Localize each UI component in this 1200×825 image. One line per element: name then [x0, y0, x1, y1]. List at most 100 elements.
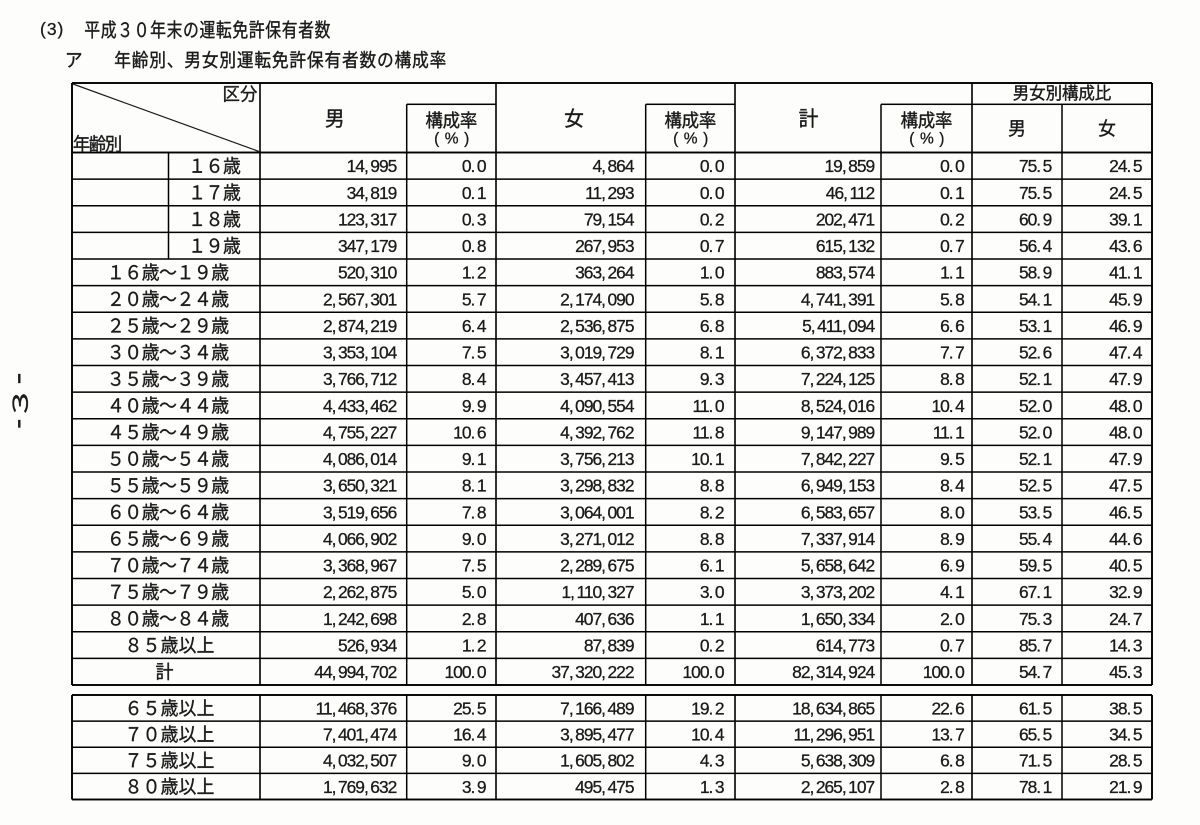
svg-text:75. 3: 75. 3: [1019, 609, 1052, 629]
svg-text:3, 368, 967: 3, 368, 967: [323, 556, 397, 576]
svg-text:11, 296, 951: 11, 296, 951: [793, 725, 874, 745]
svg-text:24. 5: 24. 5: [1109, 183, 1142, 203]
svg-text:16. 4: 16. 4: [453, 725, 487, 745]
svg-text:78. 1: 78. 1: [1019, 777, 1052, 797]
svg-text:1, 605, 802: 1, 605, 802: [560, 751, 634, 771]
svg-text:7, 166, 489: 7, 166, 489: [560, 698, 634, 718]
svg-text:3, 756, 213: 3, 756, 213: [560, 449, 634, 469]
svg-text:9. 0: 9. 0: [462, 751, 486, 771]
svg-text:6. 9: 6. 9: [940, 556, 964, 576]
svg-text:3, 650, 321: 3, 650, 321: [323, 476, 397, 496]
svg-text:7. 7: 7. 7: [940, 343, 964, 363]
svg-text:47. 9: 47. 9: [1109, 369, 1142, 389]
svg-text:363, 264: 363, 264: [575, 263, 635, 283]
svg-text:4, 086, 014: 4, 086, 014: [323, 449, 398, 469]
svg-text:2, 536, 875: 2, 536, 875: [560, 316, 634, 336]
svg-text:0. 3: 0. 3: [462, 209, 486, 229]
svg-text:4, 066, 902: 4, 066, 902: [323, 529, 397, 549]
svg-text:0. 2: 0. 2: [700, 209, 724, 229]
svg-text:6. 6: 6. 6: [940, 316, 964, 336]
svg-text:21. 9: 21. 9: [1109, 777, 1142, 797]
svg-text:100. 0: 100. 0: [923, 662, 964, 682]
svg-text:61. 5: 61. 5: [1019, 698, 1052, 718]
svg-text:0. 1: 0. 1: [462, 183, 486, 203]
svg-text:54. 1: 54. 1: [1019, 289, 1052, 309]
svg-text:9. 0: 9. 0: [462, 529, 486, 549]
svg-text:55. 4: 55. 4: [1019, 529, 1053, 549]
svg-text:10. 6: 10. 6: [453, 422, 486, 442]
svg-text:75. 5: 75. 5: [1019, 156, 1052, 176]
svg-text:10. 4: 10. 4: [691, 725, 725, 745]
svg-text:9. 9: 9. 9: [462, 396, 486, 416]
svg-text:4, 392, 762: 4, 392, 762: [560, 422, 634, 442]
svg-text:347, 179: 347, 179: [338, 236, 397, 256]
svg-text:8, 524, 016: 8, 524, 016: [801, 396, 875, 416]
svg-text:9. 3: 9. 3: [700, 369, 724, 389]
svg-text:9. 5: 9. 5: [940, 449, 964, 469]
svg-text:53. 5: 53. 5: [1019, 502, 1052, 522]
svg-text:38. 5: 38. 5: [1109, 698, 1142, 718]
svg-text:3, 298, 832: 3, 298, 832: [560, 476, 634, 496]
svg-text:47. 9: 47. 9: [1109, 449, 1142, 469]
svg-text:3, 019, 729: 3, 019, 729: [560, 343, 634, 363]
svg-text:19, 859: 19, 859: [825, 156, 875, 176]
svg-text:4, 741, 391: 4, 741, 391: [801, 289, 875, 309]
svg-text:24. 7: 24. 7: [1109, 609, 1142, 629]
svg-text:(%): (%): [909, 131, 950, 148]
svg-text:11. 1: 11. 1: [933, 422, 964, 442]
svg-text:87, 839: 87, 839: [584, 635, 634, 655]
svg-text:7, 224, 125: 7, 224, 125: [801, 369, 875, 389]
svg-text:6. 8: 6. 8: [700, 316, 724, 336]
svg-text:8. 8: 8. 8: [940, 369, 964, 389]
svg-text:2, 289, 675: 2, 289, 675: [560, 556, 634, 576]
svg-text:60. 9: 60. 9: [1019, 209, 1052, 229]
svg-text:8. 1: 8. 1: [462, 476, 486, 496]
svg-text:1, 242, 698: 1, 242, 698: [323, 609, 397, 629]
svg-text:46. 5: 46. 5: [1109, 502, 1142, 522]
svg-text:8. 1: 8. 1: [700, 343, 724, 363]
svg-text:11. 0: 11. 0: [692, 396, 723, 416]
svg-text:5. 8: 5. 8: [940, 289, 964, 309]
svg-text:13. 7: 13. 7: [931, 725, 964, 745]
svg-text:52. 6: 52. 6: [1019, 343, 1052, 363]
svg-text:202, 471: 202, 471: [816, 209, 875, 229]
svg-text:1. 3: 1. 3: [700, 777, 724, 797]
svg-text:1. 1: 1. 1: [940, 263, 964, 283]
svg-text:25. 5: 25. 5: [453, 698, 486, 718]
svg-text:9, 147, 989: 9, 147, 989: [801, 422, 875, 442]
svg-text:(%): (%): [673, 131, 714, 148]
svg-text:1, 769, 632: 1, 769, 632: [323, 777, 397, 797]
svg-text:0. 0: 0. 0: [462, 156, 486, 176]
svg-text:10. 1: 10. 1: [691, 449, 724, 469]
svg-text:0. 7: 0. 7: [940, 236, 964, 256]
svg-text:407, 636: 407, 636: [575, 609, 634, 629]
svg-text:614, 773: 614, 773: [816, 635, 875, 655]
svg-text:0. 0: 0. 0: [940, 156, 964, 176]
svg-text:59. 5: 59. 5: [1019, 556, 1052, 576]
svg-text:58. 9: 58. 9: [1019, 263, 1052, 283]
svg-text:18, 634, 865: 18, 634, 865: [792, 698, 874, 718]
svg-text:32. 9: 32. 9: [1109, 582, 1142, 602]
svg-text:6, 949, 153: 6, 949, 153: [801, 476, 875, 496]
svg-text:6. 4: 6. 4: [462, 316, 487, 336]
svg-text:7, 337, 914: 7, 337, 914: [801, 529, 876, 549]
svg-text:3, 457, 413: 3, 457, 413: [560, 369, 634, 389]
svg-text:44. 6: 44. 6: [1109, 529, 1142, 549]
svg-text:3. 0: 3. 0: [700, 582, 724, 602]
svg-text:14, 995: 14, 995: [347, 156, 397, 176]
svg-text:5. 0: 5. 0: [462, 582, 486, 602]
svg-text:14. 3: 14. 3: [1109, 635, 1142, 655]
svg-text:0. 2: 0. 2: [700, 635, 724, 655]
svg-text:883, 574: 883, 574: [816, 263, 876, 283]
svg-text:52. 0: 52. 0: [1019, 396, 1052, 416]
svg-text:1, 650, 334: 1, 650, 334: [801, 609, 876, 629]
svg-text:34. 5: 34. 5: [1109, 725, 1142, 745]
svg-text:0. 2: 0. 2: [940, 209, 964, 229]
svg-text:3, 373, 202: 3, 373, 202: [801, 582, 875, 602]
svg-text:79, 154: 79, 154: [584, 209, 635, 229]
svg-text:3, 064, 001: 3, 064, 001: [560, 502, 634, 522]
svg-text:5, 411, 094: 5, 411, 094: [802, 316, 875, 336]
svg-text:47. 5: 47. 5: [1109, 476, 1142, 496]
svg-text:8. 9: 8. 9: [940, 529, 964, 549]
svg-text:48. 0: 48. 0: [1109, 422, 1142, 442]
